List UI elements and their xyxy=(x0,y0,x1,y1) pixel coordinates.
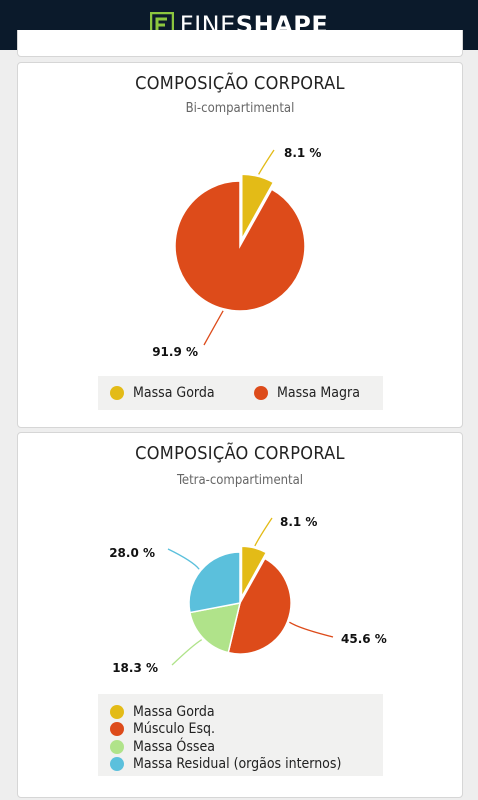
legend-label: Massa Óssea xyxy=(133,738,215,755)
pie-data-label: 45.6 % xyxy=(341,632,387,646)
pie-slice[interactable] xyxy=(227,557,292,655)
legend-dot-icon xyxy=(110,757,124,772)
legend-label: Massa Gorda xyxy=(133,703,215,720)
legend-label: Músculo Esq. xyxy=(133,721,216,738)
pie-slice[interactable] xyxy=(240,545,268,601)
pie-leader-line xyxy=(167,548,200,570)
legend-dot-icon xyxy=(110,386,124,400)
pie-leader-line xyxy=(254,517,273,547)
legend-item[interactable]: Massa Magra xyxy=(254,385,360,401)
legend-item[interactable]: Massa Residual (orgãos internos) xyxy=(98,756,383,774)
pie-leader-line xyxy=(203,310,224,346)
card-title: COMPOSIÇÃO CORPORAL xyxy=(135,73,345,94)
legend-dot-icon xyxy=(110,722,124,737)
legend-label: Massa Gorda xyxy=(133,385,215,401)
legend-item[interactable]: Massa Óssea xyxy=(98,738,383,756)
pie-data-label: 28.0 % xyxy=(109,546,155,560)
pie-chart-tetra: 8.1 % 45.6 % 18.3 % 28.0 % xyxy=(109,515,387,675)
pie-data-label: 18.3 % xyxy=(112,661,158,675)
chart-card-tetra: COMPOSIÇÃO CORPORAL Tetra-compartimental… xyxy=(17,432,463,798)
legend-label: Massa Magra xyxy=(277,385,360,401)
legend-item[interactable]: Massa Gorda xyxy=(98,703,383,721)
pie-slice[interactable] xyxy=(241,173,275,243)
pie-data-label: 8.1 % xyxy=(280,515,317,529)
card-subtitle: Bi-compartimental xyxy=(185,101,295,116)
pie-slice[interactable] xyxy=(174,180,306,312)
legend-label: Massa Residual (orgãos internos) xyxy=(133,756,342,773)
chart-legend: Massa Gorda Massa Magra xyxy=(98,376,383,410)
pie-data-label: 91.9 % xyxy=(152,345,198,359)
pie-leader-line xyxy=(258,149,275,175)
legend-item[interactable]: Massa Gorda xyxy=(110,385,215,401)
legend-dot-icon xyxy=(110,739,124,754)
card-subtitle: Tetra-compartimental xyxy=(176,473,304,488)
pie-slice[interactable] xyxy=(188,551,241,614)
pie-leader-line xyxy=(171,639,203,666)
legend-dot-icon xyxy=(110,704,124,719)
pie-slice[interactable] xyxy=(189,602,241,654)
pie-data-label: 8.1 % xyxy=(284,146,321,160)
legend-item[interactable]: Músculo Esq. xyxy=(98,721,383,739)
pie-chart-bi: 8.1 % 91.9 % xyxy=(152,146,321,359)
legend-dot-icon xyxy=(254,386,268,400)
pie-leader-line xyxy=(289,621,334,638)
chart-legend: Massa Gorda Músculo Esq. Massa Óssea Mas… xyxy=(98,694,383,776)
chart-card-bi: COMPOSIÇÃO CORPORAL Bi-compartimental 8.… xyxy=(17,62,463,428)
card-title: COMPOSIÇÃO CORPORAL xyxy=(135,443,345,464)
previous-card-bottom xyxy=(17,30,463,57)
